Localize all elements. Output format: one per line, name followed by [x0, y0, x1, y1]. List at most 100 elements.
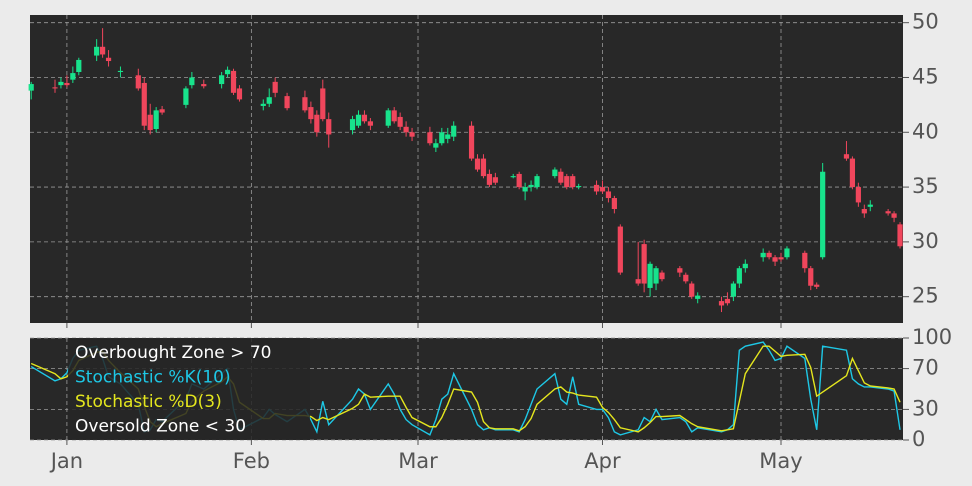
candle-body	[593, 184, 600, 192]
candle-body	[302, 97, 308, 111]
x-tick-label: Apr	[584, 449, 621, 473]
candle-body	[100, 46, 106, 55]
y-tick-label: 35	[912, 174, 939, 198]
candle-body	[385, 110, 391, 126]
y-tick-label: 45	[912, 64, 939, 88]
candle-body	[94, 46, 100, 56]
candle-body	[891, 213, 897, 218]
candle-body	[689, 283, 695, 297]
candle-body	[772, 257, 778, 262]
candle-body	[516, 173, 522, 188]
candle-body	[409, 132, 415, 137]
x-tick-label: Feb	[233, 449, 270, 473]
candle-body	[552, 169, 558, 177]
candle-body	[492, 177, 498, 183]
legend-box	[68, 338, 310, 440]
candle-body	[451, 125, 457, 137]
candle-body	[635, 279, 641, 284]
candle-body	[570, 176, 576, 188]
candle-body	[159, 109, 165, 113]
legend-text: Overbought Zone > 70	[75, 343, 271, 363]
candle-body	[695, 295, 701, 299]
candle-body	[659, 272, 665, 280]
candle-body	[266, 97, 272, 104]
y-tick-label: 100	[912, 325, 952, 349]
candle-body	[480, 158, 487, 177]
candle-body	[897, 224, 903, 247]
candle-body	[855, 187, 861, 203]
candle-body	[433, 143, 439, 148]
candle-body	[558, 171, 564, 183]
candle-body	[510, 176, 516, 178]
candle-body	[355, 114, 362, 126]
candle-body	[64, 82, 70, 86]
candle-body	[522, 187, 528, 192]
candle-body	[718, 301, 725, 306]
candle-body	[52, 87, 58, 89]
candle-body	[445, 134, 451, 139]
candle-body	[605, 191, 612, 199]
candle-body	[361, 114, 368, 122]
candle-body	[141, 82, 147, 126]
candle-body	[802, 252, 808, 269]
candle-body	[683, 274, 689, 282]
candle-body	[349, 119, 356, 131]
candle-body	[677, 268, 683, 273]
candle-body	[76, 59, 82, 72]
candle-body	[653, 268, 659, 284]
candle-body	[760, 252, 766, 258]
candle-body	[861, 209, 867, 214]
candle-body	[105, 57, 112, 62]
candle-body	[201, 84, 207, 87]
candle-body	[28, 84, 34, 91]
candle-body	[486, 173, 493, 185]
legend-text: Stochastic %K(10)	[75, 368, 231, 388]
candle-body	[230, 70, 237, 93]
candle-body	[189, 77, 195, 86]
y-tick-label: 25	[912, 284, 939, 308]
y-tick-label: 0	[912, 427, 925, 451]
candle-body	[849, 158, 856, 188]
candle-body	[843, 154, 850, 159]
candle-body	[183, 88, 189, 105]
legend-text: Stochastic %D(3)	[75, 392, 222, 412]
candle-body	[576, 185, 582, 188]
candle-body	[730, 283, 736, 297]
candle-body	[808, 268, 814, 286]
candle-body	[153, 110, 159, 129]
candle-body	[427, 132, 433, 144]
candle-body	[403, 126, 409, 133]
candle-body	[885, 211, 891, 214]
candle-body	[867, 204, 873, 207]
candle-body	[326, 119, 332, 135]
candle-body	[784, 248, 790, 258]
candle-body	[599, 187, 606, 192]
candle-body	[219, 75, 225, 85]
candle-body	[814, 284, 820, 287]
candle-body	[391, 110, 397, 122]
candle-body	[58, 81, 64, 86]
candle-body	[135, 75, 141, 89]
candle-body	[736, 268, 742, 284]
candle-body	[320, 88, 326, 120]
y-tick-label: 30	[912, 396, 939, 420]
y-tick-label: 40	[912, 119, 939, 143]
candle-body	[742, 263, 748, 269]
candle-body	[260, 103, 266, 106]
candle-body	[778, 257, 784, 260]
candle-body	[272, 81, 278, 93]
candle-body	[474, 158, 481, 170]
x-tick-label: Mar	[398, 449, 438, 473]
candle-body	[224, 69, 231, 75]
candle-body	[611, 198, 617, 210]
candle-body	[439, 132, 445, 144]
candle-body	[397, 116, 403, 127]
legend-text: Oversold Zone < 30	[75, 417, 246, 437]
y-tick-label: 50	[912, 10, 939, 34]
plot-area	[30, 15, 903, 323]
candle-body	[308, 107, 314, 120]
candle-body	[534, 176, 540, 188]
candle-body	[724, 298, 731, 304]
y-tick-label: 30	[912, 229, 939, 253]
